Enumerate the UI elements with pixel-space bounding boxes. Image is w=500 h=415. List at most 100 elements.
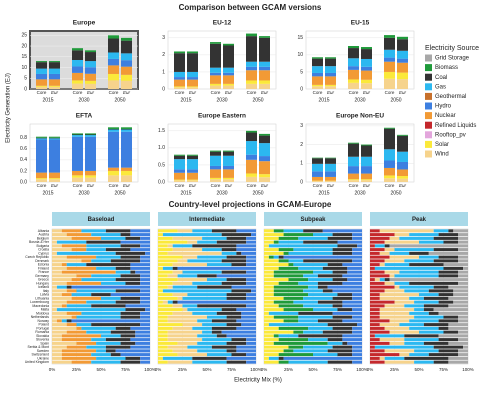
bar-label: Core [37,90,47,95]
bar-segment [221,233,252,237]
bar-segment [293,300,318,304]
bar-segment [91,293,111,297]
bar-segment [86,240,121,244]
bar-segment [246,33,257,37]
x-tick-label: 100% [144,367,156,372]
bar-segment [337,293,353,297]
bar-segment [370,304,385,308]
bar-segment [303,289,323,293]
bar-segment [121,131,132,168]
bar-segment [357,323,362,327]
legend-label: Gas [435,84,446,90]
panel-title: EU-12 [213,20,232,27]
panel-title: Europe Eastern [198,113,246,120]
bar-segment [332,296,353,300]
bar-segment [85,50,96,53]
facet-title: Peak [412,217,427,223]
country-label: Greece [38,278,49,282]
bar-segment [370,251,380,255]
bar-segment [72,80,83,84]
bar-segment [56,308,126,312]
bar-segment [317,281,343,285]
bar-segment [71,236,101,240]
bar-segment [404,356,449,360]
bar-segment [197,255,227,259]
bar-label: Eur [363,90,371,95]
bar-segment [370,334,375,338]
bar-segment [325,57,336,59]
bar-segment [120,296,141,300]
x-tick-label: 75% [121,367,130,372]
country-label: Lithuania [35,296,49,300]
bar-segment [61,263,67,267]
bar-segment [158,300,163,304]
bar-segment [66,266,97,270]
bar-segment [130,338,150,342]
bar-segment [140,300,150,304]
bar-segment [394,248,434,252]
bar-segment [433,236,459,240]
bar-segment [313,308,338,312]
bar-segment [210,179,221,182]
bar-segment [394,300,415,304]
bar-segment [162,300,168,304]
bar-segment [317,285,328,289]
bar-segment [120,311,141,315]
bar-segment [187,179,198,181]
bar-segment [187,71,198,78]
bar-segment [172,349,198,353]
bar-segment [370,274,390,278]
bar-segment [66,263,87,267]
bar-segment [207,263,232,267]
bar-segment [303,304,333,308]
bar-segment [370,308,380,312]
bar-segment [120,233,131,237]
panel-title: Europe Non-EU [336,113,384,120]
bar-segment [115,278,141,282]
bar-segment [327,360,353,364]
bar-segment [246,296,256,300]
bar-segment [332,345,353,349]
bar-segment [167,300,173,304]
bar-segment [236,248,256,252]
bar-segment [273,255,279,259]
y-tick-label: 0.2 [20,168,27,174]
y-tick-label: 15 [297,35,303,41]
bar-segment [332,251,353,255]
bar-segment [352,233,362,237]
bar-segment [197,319,212,323]
bar-segment [121,127,132,129]
bar-segment [236,244,256,248]
bar-segment [298,315,333,319]
bar-segment [370,296,380,300]
bar-segment [162,289,232,293]
bar-segment [52,251,57,255]
bar-segment [72,177,83,182]
bar-label: Eur [399,183,407,188]
bar-segment [105,345,131,349]
bar-segment [448,326,468,330]
legend-swatch [425,112,432,120]
bar-segment [397,176,408,179]
bar-segment [347,270,362,274]
bar-segment [211,229,237,233]
bar-label: Core [175,90,185,95]
bar-segment [52,266,67,270]
bar-segment [236,308,256,312]
bar-segment [246,270,256,274]
y-tick-label: 25 [21,33,27,39]
bar-segment [52,281,67,285]
bar-segment [458,236,468,240]
bar-segment [120,240,150,244]
bar-segment [85,133,96,135]
bar-segment [91,360,121,364]
bar-segment [268,356,279,360]
bar-segment [207,278,227,282]
bar-segment [288,263,294,267]
bar-segment [347,266,362,270]
bar-segment [223,85,234,89]
bar-segment [145,251,150,255]
bar-segment [210,85,221,89]
bar-segment [115,300,141,304]
bar-segment [187,240,198,244]
